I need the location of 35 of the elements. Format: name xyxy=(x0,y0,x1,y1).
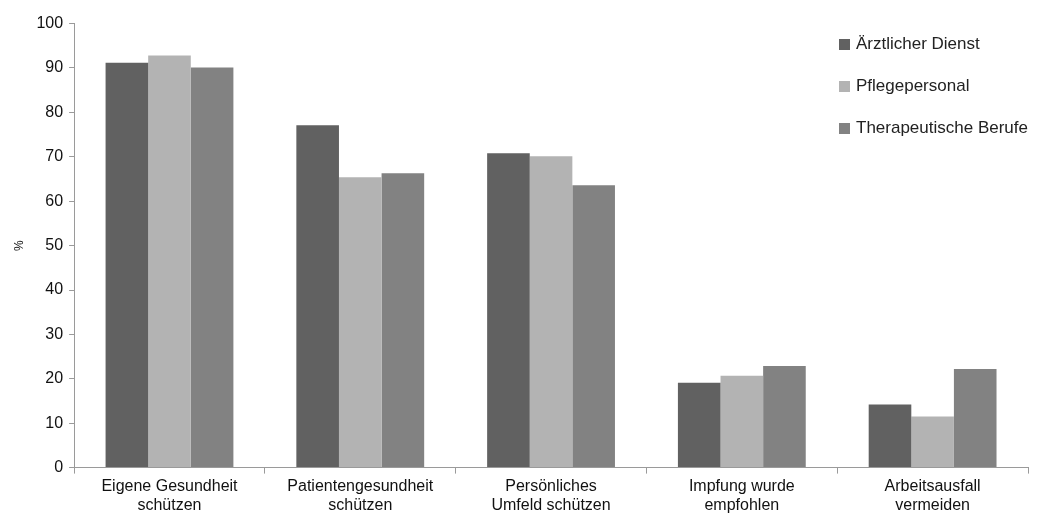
y-tick-label: 80 xyxy=(45,102,64,120)
legend-label: Pflegepersonal xyxy=(856,76,970,96)
y-tick-label: 100 xyxy=(36,14,64,32)
x-tick-label: Eigene Gesundheit schützen xyxy=(101,476,239,513)
y-tick-label: 30 xyxy=(45,324,64,342)
y-tick-label: 0 xyxy=(54,458,64,476)
bar xyxy=(190,67,234,468)
y-tick-label: 10 xyxy=(45,413,64,431)
x-tick-label: Persönliches Umfeld schützen xyxy=(491,476,611,513)
y-tick-label: 60 xyxy=(45,191,64,209)
bar xyxy=(529,156,573,468)
x-tick-label: Patientengesundheit schützen xyxy=(287,476,434,513)
bar xyxy=(677,382,721,468)
bar xyxy=(338,177,382,468)
legend-label: Therapeutische Berufe xyxy=(856,118,1028,138)
bar xyxy=(487,153,530,468)
bar xyxy=(720,375,764,468)
y-tick-label: 20 xyxy=(45,369,64,387)
bar xyxy=(868,404,912,468)
x-tick-label: Impfung wurde empfohlen xyxy=(688,476,795,513)
bar xyxy=(911,416,954,468)
bar xyxy=(148,55,191,468)
bar xyxy=(381,173,425,468)
x-tick-label: Arbeitsausfall vermeiden xyxy=(884,476,981,513)
legend-label: Ärztlicher Dienst xyxy=(856,34,980,54)
y-axis-title: % xyxy=(11,239,26,251)
y-tick-label: 40 xyxy=(45,280,64,298)
bar xyxy=(572,185,615,468)
y-tick-label: 50 xyxy=(45,236,64,254)
y-tick-label: 70 xyxy=(45,147,64,165)
bar xyxy=(105,62,149,468)
bar xyxy=(953,369,997,468)
bar xyxy=(763,365,806,468)
y-tick-label: 90 xyxy=(45,58,64,76)
bar xyxy=(296,125,339,468)
